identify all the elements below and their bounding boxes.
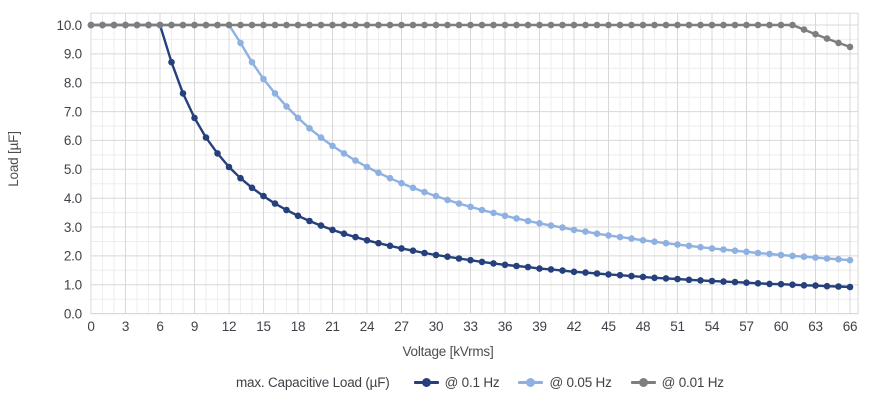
svg-text:3: 3: [122, 319, 129, 334]
legend-marker-icon: [413, 378, 439, 387]
svg-text:18: 18: [291, 319, 306, 334]
x-tick-labels: 0 3 6 9 12 15 18 21 24 27 30 33 36 39 42 45 48 51 54 57 60 63…: [87, 319, 857, 334]
svg-text:5.0: 5.0: [64, 162, 82, 177]
svg-text:0: 0: [87, 319, 94, 334]
svg-text:7.0: 7.0: [64, 104, 82, 119]
svg-text:1.0: 1.0: [64, 278, 82, 293]
svg-text:9: 9: [191, 319, 198, 334]
svg-text:10.0: 10.0: [57, 18, 82, 33]
svg-text:0.0: 0.0: [64, 306, 82, 321]
svg-text:3.0: 3.0: [64, 220, 82, 235]
legend-item: @ 0.01 Hz: [630, 375, 724, 390]
legend-item: @ 0.1 Hz: [413, 375, 500, 390]
svg-text:42: 42: [567, 319, 582, 334]
svg-text:48: 48: [636, 319, 651, 334]
svg-text:57: 57: [739, 319, 754, 334]
svg-text:45: 45: [601, 319, 616, 334]
svg-text:12: 12: [222, 319, 237, 334]
grid-minor: [91, 13, 859, 314]
y-axis-title: Load [µF]: [6, 131, 21, 187]
chart-legend: max. Capacitive Load (µF) @ 0.1 Hz @ 0.0…: [236, 375, 724, 390]
y-tick-labels: 0.0 1.0 2.0 3.0 4.0 5.0 6.0 7.0 8.0 9.0 10.0: [57, 18, 83, 322]
svg-text:39: 39: [532, 319, 547, 334]
legend-label: @ 0.1 Hz: [444, 375, 500, 390]
legend-marker-icon: [518, 378, 544, 387]
legend-label: @ 0.01 Hz: [661, 375, 724, 390]
svg-text:6.0: 6.0: [64, 133, 82, 148]
svg-text:4.0: 4.0: [64, 191, 82, 206]
svg-text:15: 15: [256, 319, 271, 334]
svg-text:2.0: 2.0: [64, 249, 82, 264]
svg-text:66: 66: [843, 319, 858, 334]
legend-label: @ 0.05 Hz: [549, 375, 612, 390]
svg-text:27: 27: [394, 319, 409, 334]
legend-title: max. Capacitive Load (µF): [236, 375, 390, 390]
plot-border: [90, 12, 859, 315]
legend-marker-icon: [630, 378, 656, 387]
svg-text:8.0: 8.0: [64, 76, 82, 91]
x-axis-title: Voltage [kVrms]: [402, 344, 494, 359]
svg-text:36: 36: [498, 319, 513, 334]
svg-text:51: 51: [670, 319, 685, 334]
svg-text:24: 24: [360, 319, 375, 334]
svg-text:21: 21: [325, 319, 340, 334]
series-2: [87, 21, 854, 51]
series-0: [87, 21, 854, 291]
svg-text:9.0: 9.0: [64, 47, 82, 62]
svg-text:33: 33: [463, 319, 478, 334]
legend-item: @ 0.05 Hz: [518, 375, 612, 390]
svg-text:30: 30: [429, 319, 444, 334]
svg-text:54: 54: [705, 319, 720, 334]
svg-text:6: 6: [156, 319, 163, 334]
chart-plot-area: 0 3 6 9 12 15 18 21 24 27 30 33 36 39 42 45 48 51 54 57 60 63…: [57, 12, 859, 334]
svg-text:63: 63: [808, 319, 823, 334]
svg-text:60: 60: [774, 319, 789, 334]
